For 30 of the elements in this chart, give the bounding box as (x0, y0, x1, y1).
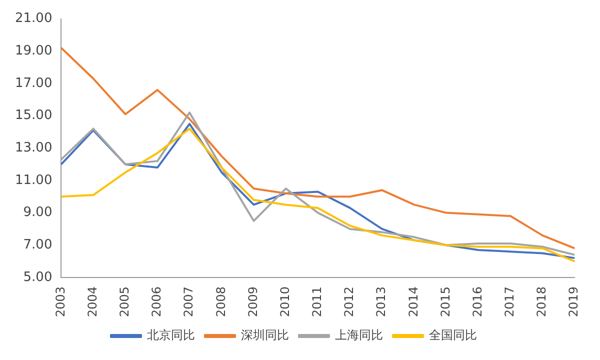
y-tick-label: 19.00 (15, 44, 52, 59)
legend-label: 北京同比 (147, 328, 195, 342)
x-tick-label: 2010 (278, 286, 292, 318)
y-tick-label: 11.00 (15, 172, 52, 188)
y-tick-label: 5.00 (23, 270, 52, 285)
y-tick-label: 21.00 (15, 11, 52, 26)
x-tick-label: 2011 (310, 286, 324, 318)
y-tick-label: 15.00 (15, 108, 52, 124)
x-tick-label: 2004 (85, 286, 100, 318)
y-tick-label: 13.00 (15, 140, 52, 156)
legend-label: 深圳同比 (241, 328, 289, 342)
x-tick-label: 2014 (406, 286, 420, 318)
x-tick-label: 2008 (214, 286, 228, 318)
x-tick-label: 2009 (246, 286, 260, 318)
y-tick-label: 7.00 (23, 238, 52, 253)
x-tick-label: 2006 (150, 286, 164, 318)
x-tick-label: 2013 (374, 286, 388, 318)
legend-label: 上海同比 (335, 328, 383, 342)
x-tick-label: 2016 (470, 286, 484, 318)
x-tick-label: 2019 (566, 286, 581, 318)
legend-label: 全国同比 (429, 328, 477, 342)
y-tick-label: 17.00 (15, 76, 52, 91)
x-tick-label: 2007 (182, 286, 196, 318)
x-tick-label: 2003 (53, 286, 68, 318)
y-tick-label: 9.00 (23, 205, 52, 220)
x-tick-label: 2012 (342, 286, 356, 318)
x-tick-label: 2017 (502, 286, 517, 318)
x-tick-label: 2018 (534, 286, 549, 318)
x-tick-label: 2015 (438, 286, 452, 318)
x-tick-label: 2005 (118, 286, 132, 318)
